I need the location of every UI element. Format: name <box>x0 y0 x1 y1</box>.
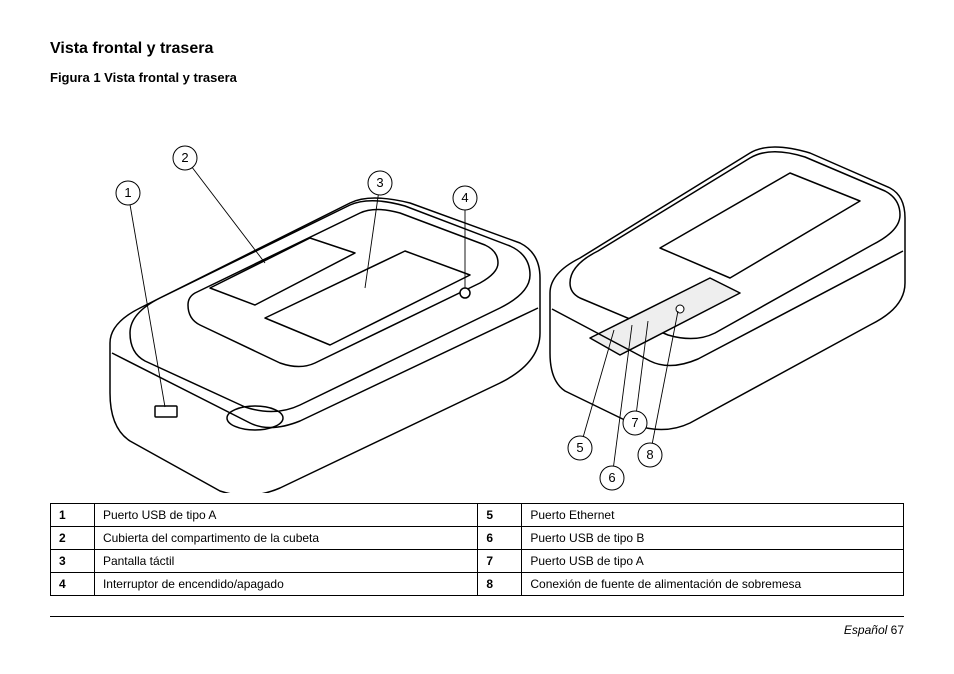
section-heading: Vista frontal y trasera <box>50 40 904 58</box>
callout-6: 6 <box>600 466 624 490</box>
legend-num: 1 <box>51 504 95 527</box>
legend-desc: Puerto Ethernet <box>522 504 904 527</box>
callout-4: 4 <box>453 186 477 210</box>
table-row: 4 Interruptor de encendido/apagado 8 Con… <box>51 573 904 596</box>
footer-page-number: 67 <box>891 623 904 637</box>
legend-desc: Pantalla táctil <box>94 550 477 573</box>
callout-1: 1 <box>116 181 140 205</box>
svg-text:8: 8 <box>646 447 653 462</box>
svg-text:6: 6 <box>608 470 615 485</box>
svg-text:2: 2 <box>181 150 188 165</box>
page-footer: Español 67 <box>50 616 904 637</box>
legend-num: 4 <box>51 573 95 596</box>
svg-text:1: 1 <box>124 185 131 200</box>
legend-num: 6 <box>478 527 522 550</box>
device-front-icon <box>110 198 540 493</box>
callout-7: 7 <box>623 411 647 435</box>
legend-num: 7 <box>478 550 522 573</box>
legend-desc: Cubierta del compartimento de la cubeta <box>94 527 477 550</box>
figure-caption: Figura 1 Vista frontal y trasera <box>50 70 904 85</box>
footer-language: Español <box>844 623 887 637</box>
legend-num: 5 <box>478 504 522 527</box>
legend-num: 2 <box>51 527 95 550</box>
svg-text:4: 4 <box>461 190 468 205</box>
svg-text:5: 5 <box>576 440 583 455</box>
legend-desc: Puerto USB de tipo B <box>522 527 904 550</box>
callout-8: 8 <box>638 443 662 467</box>
legend-desc: Conexión de fuente de alimentación de so… <box>522 573 904 596</box>
svg-text:7: 7 <box>631 415 638 430</box>
legend-desc: Interruptor de encendido/apagado <box>94 573 477 596</box>
callout-5: 5 <box>568 436 592 460</box>
svg-text:3: 3 <box>376 175 383 190</box>
legend-num: 8 <box>478 573 522 596</box>
callout-3: 3 <box>368 171 392 195</box>
table-row: 2 Cubierta del compartimento de la cubet… <box>51 527 904 550</box>
device-rear-icon <box>550 93 905 430</box>
table-row: 3 Pantalla táctil 7 Puerto USB de tipo A <box>51 550 904 573</box>
legend-desc: Puerto USB de tipo A <box>94 504 477 527</box>
legend-num: 3 <box>51 550 95 573</box>
legend-table: 1 Puerto USB de tipo A 5 Puerto Ethernet… <box>50 503 904 596</box>
table-row: 1 Puerto USB de tipo A 5 Puerto Ethernet <box>51 504 904 527</box>
callout-2: 2 <box>173 146 197 170</box>
figure-diagram: 1 2 3 4 5 6 7 8 <box>50 93 904 493</box>
legend-desc: Puerto USB de tipo A <box>522 550 904 573</box>
